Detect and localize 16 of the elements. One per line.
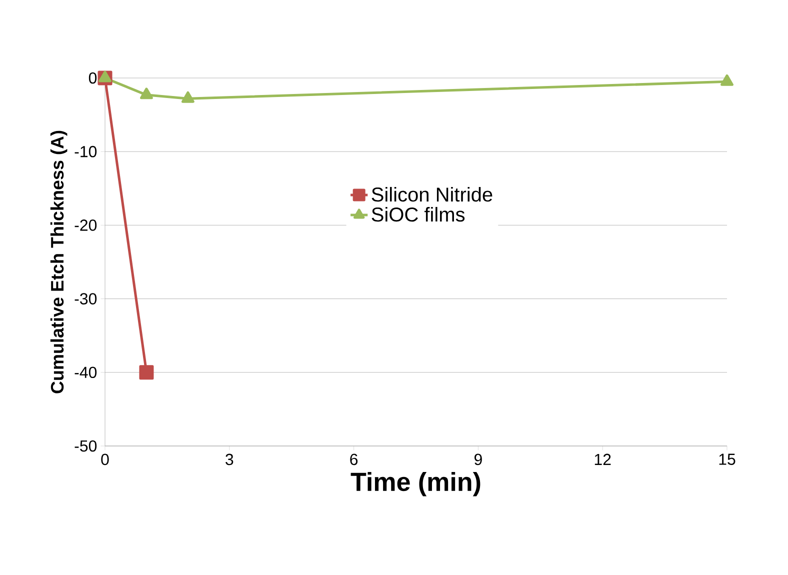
x-tick-label: 3 (226, 454, 234, 466)
y-axis-title: Cumulative Etch Thickness (A) (50, 130, 68, 394)
x-tick-label: 12 (594, 454, 611, 465)
legend-label: Silicon Nitride (372, 186, 492, 202)
y-tick-label: -10 (74, 146, 97, 158)
y-tick-label: -40 (74, 366, 97, 378)
legend-label: SiOC films (372, 206, 465, 222)
x-tick-label: 15 (719, 454, 736, 465)
y-tick-label: -20 (74, 220, 97, 231)
x-axis-title: Time (min) (350, 472, 480, 496)
x-tick-label: 6 (350, 454, 358, 466)
y-tick-label: -50 (74, 440, 97, 452)
y-tick-label: 0 (88, 72, 97, 84)
x-tick-label: 0 (101, 454, 109, 466)
x-tick-label: 9 (474, 454, 482, 466)
y-tick-label: -30 (74, 293, 97, 304)
